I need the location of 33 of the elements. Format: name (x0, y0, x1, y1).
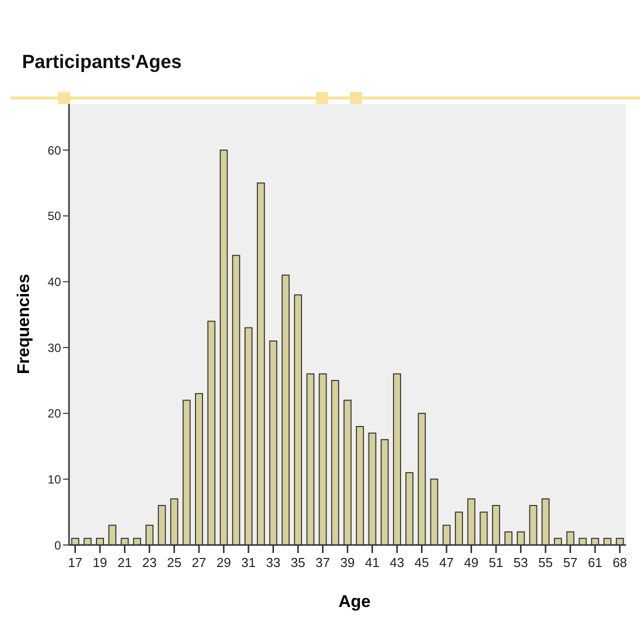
x-tick-label: 57 (563, 555, 578, 570)
x-tick-label: 61 (588, 555, 602, 570)
x-tick-label: 39 (340, 555, 355, 570)
y-tick-label: 0 (54, 538, 62, 552)
x-tick-label: 23 (142, 555, 157, 570)
x-tick-label: 51 (488, 555, 504, 570)
x-tick-label: 49 (464, 555, 479, 570)
y-tick-label: 30 (48, 340, 62, 355)
y-axis-title: Frequencies (14, 274, 34, 374)
x-tick-label: 41 (365, 555, 380, 570)
y-tick-label: 10 (48, 472, 62, 486)
x-tick-label: 47 (439, 555, 454, 570)
x-tick-label: 55 (538, 555, 553, 570)
x-tick-label: 45 (414, 555, 429, 570)
x-tick-label: 17 (68, 555, 82, 570)
y-tick-label: 60 (48, 143, 62, 158)
chart-title: Participants'Ages (22, 52, 182, 74)
x-axis-title: Age (338, 592, 371, 611)
x-tick-label: 25 (166, 555, 182, 570)
x-tick-label: 43 (390, 555, 404, 570)
x-tick-label: 37 (316, 555, 330, 570)
x-tick-label: 35 (290, 555, 306, 570)
x-tick-label: 33 (266, 555, 280, 570)
x-tick-label: 21 (117, 555, 132, 570)
y-tick-label: 50 (48, 209, 62, 224)
x-tick-label: 53 (514, 555, 528, 570)
y-tick-label: 20 (48, 406, 62, 421)
y-tick-label: 40 (48, 274, 62, 289)
x-tick-label: 68 (612, 555, 628, 570)
x-tick-label: 27 (192, 555, 206, 570)
x-tick-label: 19 (92, 555, 108, 570)
x-tick-label: 29 (216, 555, 231, 570)
x-tick-label: 31 (241, 555, 256, 570)
